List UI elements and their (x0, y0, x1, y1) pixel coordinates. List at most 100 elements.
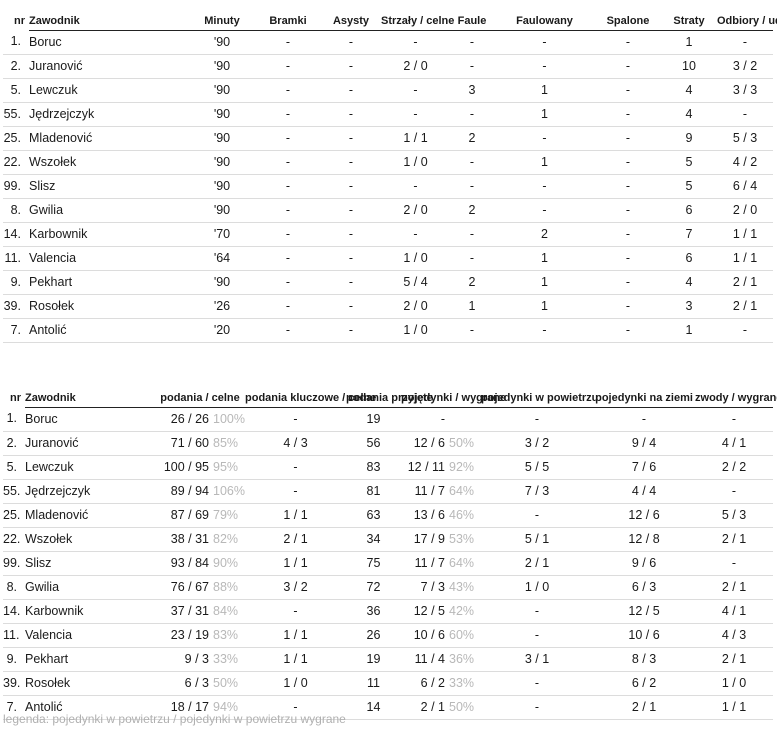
player-number: 8. (6, 579, 17, 594)
stat-cell: 9 / 4 (631, 435, 657, 450)
column-header-odbiory-udane: Odbiory / udane (717, 0, 777, 31)
stat-cell: 2 (468, 130, 476, 145)
table-row: 7. Antolić '20 - - 1 / 0 - - - 1 - (3, 318, 773, 342)
stat-cell: 1 / 1 (283, 627, 308, 642)
stat-cell: 5 / 5 (524, 459, 550, 474)
column-header-label: Bramki (269, 14, 307, 27)
player-name: Karbownik (25, 603, 84, 618)
column-header-podania-kluczowe-celne: podania kluczowe / celne (245, 376, 376, 408)
column-header-faulowany: Faulowany (494, 0, 595, 31)
stat-cell: - (469, 322, 475, 337)
player-name: Mladenović (25, 507, 89, 522)
percentage-cell: 60% (449, 627, 475, 642)
stat-cell: - (285, 226, 291, 241)
column-header-label: Asysty (332, 14, 370, 27)
stat-cell: 7 / 3 (420, 579, 445, 594)
stat-cell: 81 (366, 483, 381, 498)
stat-cell: 1 (541, 82, 548, 97)
stat-cell: 1 / 1 (283, 651, 308, 666)
stat-cell: - (534, 675, 540, 690)
stat-cell: 4 (685, 82, 693, 97)
player-name: Valencia (25, 627, 73, 642)
table-row: 22. Wszołek 38 / 31 82% 2 / 1 34 17 / 9 53% 5 / … (3, 527, 774, 551)
column-header-label: Strzały / celne (381, 14, 455, 27)
column-header-label: Faulowany (516, 14, 573, 27)
stat-cell: - (440, 411, 445, 426)
stat-cell: 12 / 5 (413, 603, 445, 618)
stat-cell: - (542, 58, 547, 73)
stat-cell: - (469, 250, 475, 265)
stat-cell: 63 (366, 507, 381, 522)
stat-cell: 75 (366, 555, 381, 570)
column-header-zwody-wygrane: zwody / wygrane (695, 376, 777, 408)
stat-cell: 1 / 0 (403, 154, 428, 169)
stat-cell: 4 / 2 (732, 154, 758, 169)
player-number: 5. (6, 459, 17, 474)
stat-cell: - (731, 483, 737, 498)
stat-cell: - (413, 34, 418, 49)
player-number: 1. (6, 411, 17, 426)
stat-cell: '90 (213, 106, 231, 121)
percentage-cell: 64% (449, 555, 475, 570)
passing-duels-table: nr Zawodnik podania / celne podania kluczow… (3, 376, 777, 720)
table-row: 7. Antolić 18 / 17 94% - 14 2 / 1 50% - 2 / 1 1 / … (3, 695, 774, 719)
stat-cell: 11 (367, 675, 380, 690)
stat-cell: 11 / 7 (414, 483, 445, 498)
stat-cell: 37 / 31 (170, 603, 209, 618)
stat-cell: - (542, 34, 547, 49)
table-row: 8. Gwilia 76 / 67 88% 3 / 2 72 7 / 3 43% 1 / 0 6 … (3, 575, 774, 599)
stat-cell: 1 / 0 (721, 675, 747, 690)
stat-cell: 6 / 2 (631, 675, 657, 690)
stat-cell: 11 / 4 (414, 651, 445, 666)
stat-cell: 1 (541, 274, 548, 289)
stat-cell: 12 / 8 (628, 531, 660, 546)
player-name: Slisz (29, 178, 56, 193)
stat-cell: - (742, 106, 748, 121)
percentage-cell: 100% (213, 411, 245, 426)
column-header-label: pojedynki / wygrane (401, 391, 507, 404)
stat-cell: 3 / 2 (283, 579, 308, 594)
column-header-label: Straty (673, 14, 705, 27)
stat-cell: - (285, 322, 291, 337)
player-number: 22. (3, 531, 21, 546)
stat-cell: 2 / 0 (403, 298, 428, 313)
stat-cell: 10 / 6 (413, 627, 445, 642)
player-name: Pekhart (25, 651, 69, 666)
stat-cell: - (348, 250, 354, 265)
stat-cell: - (285, 250, 291, 265)
player-number: 7. (6, 699, 17, 714)
player-number: 25. (3, 507, 21, 522)
stat-cell: 4 / 1 (721, 603, 747, 618)
stat-cell: 3 / 1 (524, 651, 550, 666)
stat-cell: - (731, 411, 737, 426)
stat-cell: - (293, 483, 298, 498)
column-header-pojedynki-w-powietrzu: pojedynki w powietrzu (481, 376, 598, 408)
percentage-cell: 79% (213, 507, 239, 522)
stat-cell: 5 / 3 (721, 507, 747, 522)
stat-cell: - (469, 106, 475, 121)
table-row: 11. Valencia 23 / 19 83% 1 / 1 26 10 / 6 60% - 10… (3, 623, 774, 647)
stat-cell: 13 / 6 (413, 507, 445, 522)
player-name: Gwilia (29, 202, 64, 217)
stat-cell: 5 / 1 (524, 531, 550, 546)
stat-cell: '70 (213, 226, 231, 241)
stat-cell: 100 / 95 (163, 459, 209, 474)
stat-cell: - (285, 106, 291, 121)
stat-cell: 6 (685, 202, 693, 217)
stat-cell: 2 / 0 (403, 202, 428, 217)
player-name: Gwilia (25, 579, 60, 594)
stat-cell: - (469, 34, 475, 49)
stat-cell: - (625, 130, 631, 145)
column-header-label: Zawodnik (25, 391, 76, 404)
stat-cell: - (413, 226, 418, 241)
stat-cell: - (625, 322, 631, 337)
percentage-cell: 33% (449, 675, 475, 690)
player-number: 8. (10, 202, 21, 217)
stat-cell: 3 / 2 (524, 435, 550, 450)
stat-cell: - (534, 603, 540, 618)
table-row: 99. Slisz 93 / 84 90% 1 / 1 75 11 / 7 64% 2 / 1 9… (3, 551, 774, 575)
stat-cell: 1 / 0 (403, 250, 428, 265)
stat-cell: 1 / 1 (283, 555, 308, 570)
stat-cell: 2 / 1 (721, 651, 747, 666)
stat-cell: '90 (213, 82, 231, 97)
